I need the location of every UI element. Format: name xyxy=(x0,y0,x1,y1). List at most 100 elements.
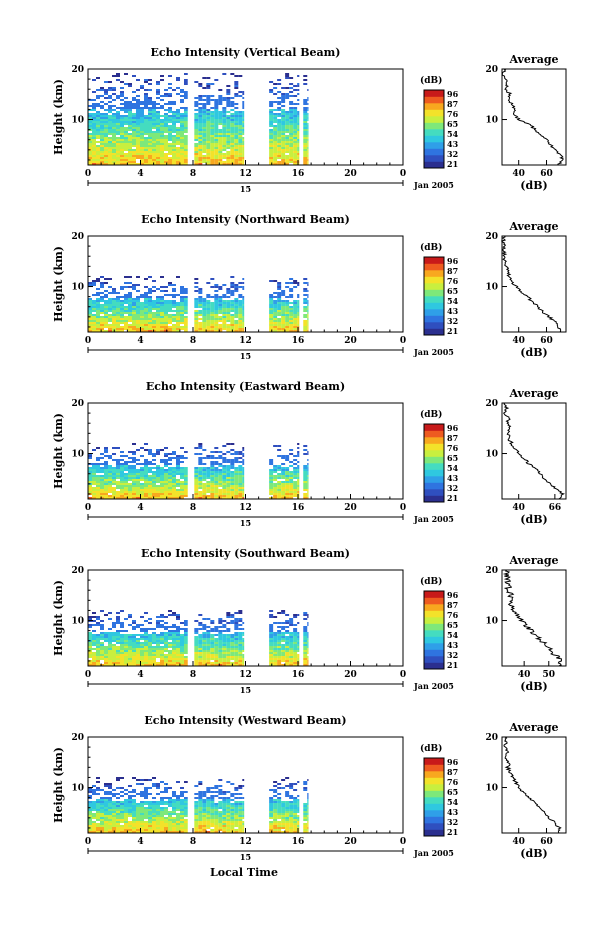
heatmap-cell xyxy=(108,658,112,660)
heatmap-cell xyxy=(164,324,168,326)
heatmap-cell xyxy=(194,161,199,163)
heatmap-cell xyxy=(88,497,92,499)
heatmap-cell xyxy=(112,636,116,638)
heatmap-cell xyxy=(104,119,108,121)
heatmap-cell xyxy=(285,306,290,308)
heatmap-cell xyxy=(273,143,278,145)
heatmap-cell xyxy=(230,117,235,119)
heatmap-cell xyxy=(168,489,172,491)
heatmap-cell xyxy=(238,131,243,133)
heatmap-cell xyxy=(273,121,278,123)
heatmap-cell xyxy=(88,141,92,143)
heatmap-cell xyxy=(222,475,227,477)
heatmap-cell xyxy=(222,489,227,491)
day-label: 15 xyxy=(240,518,251,528)
heatmap-cell xyxy=(116,326,120,328)
heatmap-cell xyxy=(124,103,128,105)
heatmap-cell xyxy=(238,656,243,658)
heatmap-cell xyxy=(120,99,124,101)
heatmap-cell xyxy=(198,113,203,115)
heatmap-cell xyxy=(206,632,211,634)
heatmap-cell xyxy=(293,103,298,105)
heatmap-cell xyxy=(132,157,136,159)
heatmap-cell xyxy=(230,105,235,107)
profile-x-label: (dB) xyxy=(520,346,547,359)
heatmap-cell xyxy=(176,459,180,461)
heatmap-cell xyxy=(92,624,96,626)
heatmap-cell xyxy=(120,650,124,652)
heatmap-cell xyxy=(148,159,152,161)
heatmap-cell xyxy=(194,467,199,469)
heatmap-cell xyxy=(116,107,120,109)
heatmap-cell xyxy=(104,465,108,467)
heatmap-cell xyxy=(120,654,124,656)
heatmap-cell xyxy=(124,302,128,304)
heatmap-cell xyxy=(92,328,96,330)
heatmap-cell xyxy=(273,489,278,491)
heatmap-cell xyxy=(184,821,188,823)
heatmap-cell xyxy=(206,644,211,646)
heatmap-cell xyxy=(160,129,164,131)
heatmap-cell xyxy=(88,105,92,107)
x-tick-label: 4 xyxy=(137,670,143,680)
heatmap-cell xyxy=(100,632,104,634)
heatmap-cell xyxy=(128,83,132,85)
heatmap-cell xyxy=(124,127,128,129)
panel-title: Echo Intensity (Vertical Beam) xyxy=(150,46,340,59)
heatmap-cell xyxy=(164,137,168,139)
heatmap-cell xyxy=(144,823,148,825)
heatmap-cell xyxy=(230,153,235,155)
heatmap-cell xyxy=(226,292,231,294)
heatmap-cell xyxy=(116,658,120,660)
heatmap-cell xyxy=(210,638,215,640)
heatmap-cell xyxy=(180,638,184,640)
heatmap-cell xyxy=(88,477,92,479)
heatmap-cell xyxy=(96,328,100,330)
heatmap-cell xyxy=(289,622,294,624)
heatmap-cell xyxy=(160,469,164,471)
heatmap-cell xyxy=(112,135,116,137)
heatmap-cell xyxy=(218,648,223,650)
heatmap-cell xyxy=(136,831,140,833)
heatmap-cell xyxy=(168,469,172,471)
heatmap-cell xyxy=(168,131,172,133)
heatmap-cell xyxy=(214,153,219,155)
heatmap-cell xyxy=(112,656,116,658)
heatmap-cell xyxy=(172,638,176,640)
heatmap-cell xyxy=(144,475,148,477)
heatmap-cell xyxy=(289,328,294,330)
heatmap-cell xyxy=(184,664,188,666)
heatmap-cell xyxy=(307,624,309,626)
heatmap-cell xyxy=(128,483,132,485)
heatmap-cell xyxy=(222,117,227,119)
heatmap-cell xyxy=(128,107,132,109)
heatmap-cell xyxy=(128,302,132,304)
heatmap-cell xyxy=(184,131,188,133)
heatmap-cell xyxy=(92,477,96,479)
heatmap-cell xyxy=(144,620,148,622)
heatmap-cell xyxy=(234,81,239,83)
profile-x-tick-label: 60 xyxy=(540,336,553,346)
heatmap-cell xyxy=(180,101,184,103)
heatmap-cell xyxy=(168,294,172,296)
heatmap-cell xyxy=(293,459,298,461)
heatmap-cell xyxy=(194,493,199,495)
heatmap-cell xyxy=(124,286,128,288)
colorbar-swatch xyxy=(424,489,444,496)
heatmap-cell xyxy=(104,322,108,324)
heatmap-cell xyxy=(116,153,120,155)
heatmap-cell xyxy=(297,131,300,133)
heatmap-cell xyxy=(136,151,140,153)
heatmap-cell xyxy=(198,644,203,646)
heatmap-cell xyxy=(194,485,199,487)
heatmap-cell xyxy=(206,485,211,487)
heatmap-cell xyxy=(108,819,112,821)
heatmap-cell xyxy=(234,618,239,620)
heatmap-cell xyxy=(194,131,199,133)
heatmap-cell xyxy=(132,461,136,463)
heatmap-cell xyxy=(230,123,235,125)
heatmap-cell xyxy=(160,318,164,320)
heatmap-cell xyxy=(148,157,152,159)
heatmap-cell xyxy=(164,308,168,310)
heatmap-cell xyxy=(202,99,207,101)
